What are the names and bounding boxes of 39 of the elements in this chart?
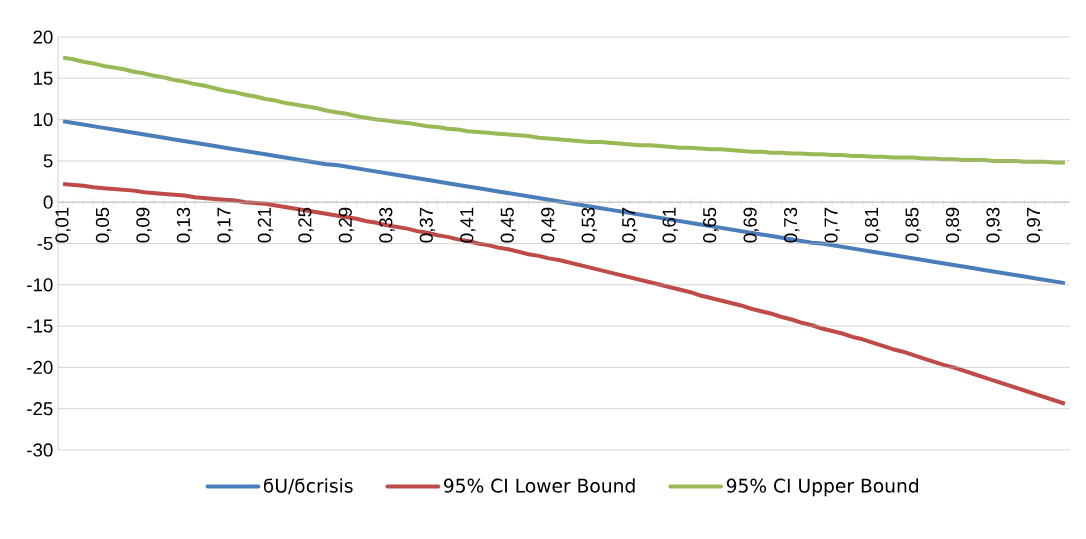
y-tick-label: 15 (33, 71, 53, 85)
y-tick-label: -30 (27, 443, 53, 457)
legend-label: ϭU/ϭcrisis (263, 478, 353, 495)
x-tick-label: 0,93 (986, 207, 1002, 243)
legend-label: 95% CI Upper Bound (726, 478, 919, 497)
y-tick-label: -15 (27, 319, 53, 333)
x-tick-label: 0,25 (298, 207, 314, 243)
x-tick-label: 0,81 (864, 207, 881, 243)
x-tick-label: 0,01 (55, 207, 71, 243)
y-tick-label: 0 (43, 195, 53, 209)
x-tick-label: 0,65 (703, 207, 719, 243)
y-tick-label: -5 (37, 236, 53, 251)
x-tick-label: 0,97 (1026, 207, 1043, 243)
x-tick-label: 0,37 (419, 207, 436, 243)
x-tick-label: 0,69 (743, 207, 759, 243)
x-tick-label: 0,29 (338, 207, 355, 243)
x-tick-label: 0,21 (257, 207, 274, 243)
y-tick-label: -20 (27, 360, 53, 374)
x-tick-label: 0,57 (622, 207, 638, 243)
y-tick-label: -10 (27, 278, 53, 292)
x-tick-label: 0,77 (824, 207, 840, 243)
y-tick-label: 5 (43, 154, 53, 168)
x-tick-label: 0,17 (217, 207, 233, 243)
x-tick-label: 0,13 (176, 207, 193, 243)
x-tick-label: 0,05 (95, 207, 112, 243)
x-tick-label: 0,45 (500, 207, 517, 243)
x-tick-label: 0,73 (783, 207, 800, 243)
x-tick-label: 0,89 (945, 207, 962, 243)
y-tick-label: 20 (33, 30, 53, 44)
x-tick-label: 0,33 (379, 207, 395, 243)
legend-label: 95% CI Lower Bound (444, 478, 635, 493)
x-tick-label: 0,85 (905, 207, 921, 243)
y-tick-label: 10 (33, 112, 53, 127)
x-tick-label: 0,09 (136, 207, 152, 243)
x-tick-label: 0,41 (460, 207, 476, 243)
y-tick-label: -25 (27, 402, 53, 416)
x-tick-label: 0,61 (662, 207, 678, 243)
x-tick-label: 0,49 (541, 207, 557, 243)
x-tick-label: 0,53 (581, 207, 598, 243)
